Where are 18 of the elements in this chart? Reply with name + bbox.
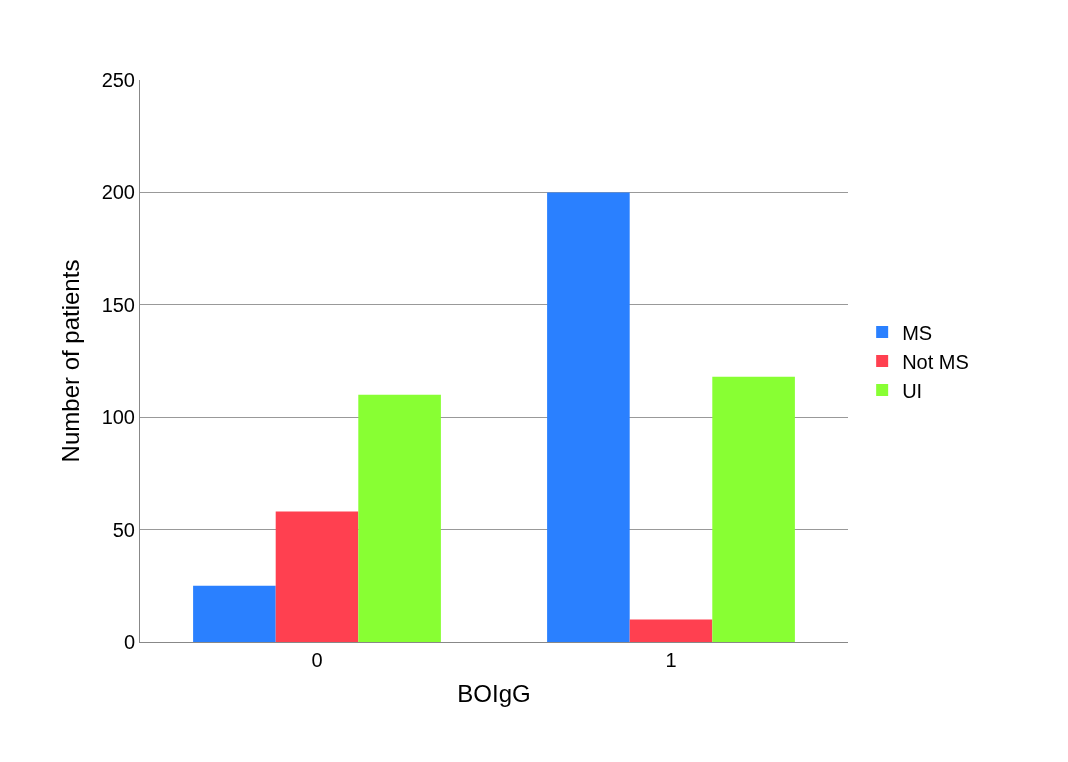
y-tick-label: 150 — [101, 293, 135, 316]
x-tick-label: 1 — [665, 649, 677, 671]
x-axis-title: BOIgG — [457, 680, 531, 708]
y-tick-label: 50 — [112, 518, 135, 541]
y-tick-label: 200 — [101, 181, 135, 204]
legend-label: MS — [902, 321, 933, 344]
bar — [629, 619, 713, 642]
bar — [547, 192, 630, 642]
y-axis-title: Number of patients — [56, 259, 84, 463]
y-tick-label: 100 — [101, 406, 135, 429]
bar — [358, 394, 441, 642]
y-tick-label: 250 — [101, 69, 135, 91]
bar — [193, 585, 276, 642]
legend-label: UI — [902, 379, 923, 402]
legend-label: Not MS — [902, 350, 969, 373]
bar — [712, 376, 795, 642]
bar — [275, 511, 359, 642]
y-tick-label: 0 — [123, 631, 135, 653]
